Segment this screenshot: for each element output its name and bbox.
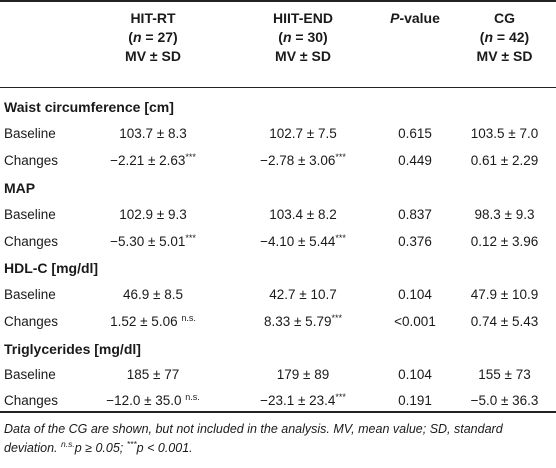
cell-hiit-end: 102.7 ± 7.5 xyxy=(269,126,337,141)
row-label: Baseline xyxy=(4,367,56,382)
cell-cg: 0.61 ± 2.29 xyxy=(470,153,539,168)
cell-cg: 0.74 ± 5.43 xyxy=(470,314,539,329)
header-p-value-name: P-value xyxy=(390,10,440,26)
cell-hit-rt: −12.0 ± 35.0 n.s. xyxy=(106,392,200,409)
cell-hit-rt: 103.7 ± 8.3 xyxy=(119,126,187,141)
cell-cg: 98.3 ± 9.3 xyxy=(474,207,535,222)
cell-cg: 0.12 ± 3.96 xyxy=(470,234,539,249)
header-hit-rt-stat: MV ± SD xyxy=(125,48,181,64)
footnote-line-2: deviation. n.s.p ≥ 0.05; ***p < 0.001. xyxy=(4,439,193,455)
cell-hit-rt: −2.21 ± 2.63*** xyxy=(110,152,196,169)
cell-p-value: 0.615 xyxy=(398,126,432,141)
cell-cg: 155 ± 73 xyxy=(478,367,531,382)
row-label: Changes xyxy=(4,393,59,408)
header-hit-rt-n: (n = 27) xyxy=(128,29,178,45)
header-hiit-end-stat: MV ± SD xyxy=(275,48,331,64)
header-hit-rt: HIT-RT (n = 27) MV ± SD xyxy=(88,9,218,66)
table-bottom-rule xyxy=(0,411,556,413)
cell-hit-rt: 1.52 ± 5.06 n.s. xyxy=(110,313,196,330)
row-label: Baseline xyxy=(4,126,56,141)
row-label: Changes xyxy=(4,153,59,168)
cell-p-value: 0.449 xyxy=(398,153,432,168)
header-cg-stat: MV ± SD xyxy=(476,48,533,64)
header-p-value: P-value xyxy=(380,9,450,28)
section-title-triglycerides: Triglycerides [mg/dl] xyxy=(4,341,141,357)
cell-cg: 103.5 ± 7.0 xyxy=(470,126,539,141)
row-label: Baseline xyxy=(4,207,56,222)
section-title-map: MAP xyxy=(4,180,36,196)
header-cg-name: CG xyxy=(494,10,515,26)
table-top-rule xyxy=(0,0,556,2)
cell-hiit-end: −23.1 ± 23.4*** xyxy=(260,392,346,409)
cell-hit-rt: 46.9 ± 8.5 xyxy=(123,287,183,302)
cell-cg: 47.9 ± 10.9 xyxy=(470,287,539,302)
cell-p-value: 0.104 xyxy=(398,367,432,382)
header-hiit-end-n: (n = 30) xyxy=(278,29,328,45)
cell-cg: −5.0 ± 36.3 xyxy=(470,393,539,408)
cell-p-value: <0.001 xyxy=(394,314,436,329)
cell-hiit-end: 179 ± 89 xyxy=(276,367,330,382)
cell-p-value: 0.376 xyxy=(398,234,432,249)
header-cg-n: (n = 42) xyxy=(479,29,530,45)
cell-hiit-end: 42.7 ± 10.7 xyxy=(269,287,337,302)
header-hit-rt-name: HIT-RT xyxy=(130,10,176,26)
row-label: Changes xyxy=(4,314,59,329)
cell-p-value: 0.191 xyxy=(398,393,432,408)
cell-hiit-end: −4.10 ± 5.44*** xyxy=(260,233,346,250)
section-title-hdl-c: HDL-C [mg/dl] xyxy=(4,260,99,276)
section-title-waist: Waist circumference [cm] xyxy=(4,99,174,115)
header-cg: CG (n = 42) MV ± SD xyxy=(453,9,556,66)
cell-hiit-end: 8.33 ± 5.79*** xyxy=(264,313,342,330)
cell-hit-rt: −5.30 ± 5.01*** xyxy=(110,233,196,250)
table-header-rule xyxy=(0,87,556,88)
cell-hiit-end: −2.78 ± 3.06*** xyxy=(260,152,346,169)
cell-hit-rt: 102.9 ± 9.3 xyxy=(119,207,187,222)
row-label: Changes xyxy=(4,234,59,249)
footnote-line-1: Data of the CG are shown, but not includ… xyxy=(4,422,503,436)
cell-hiit-end: 103.4 ± 8.2 xyxy=(269,207,337,222)
header-hiit-end-name: HIIT-END xyxy=(273,10,333,26)
cell-hit-rt: 185 ± 77 xyxy=(126,367,180,382)
header-hiit-end: HIIT-END (n = 30) MV ± SD xyxy=(233,9,373,66)
cell-p-value: 0.104 xyxy=(398,287,432,302)
cell-p-value: 0.837 xyxy=(398,207,432,222)
table-footnote: Data of the CG are shown, but not includ… xyxy=(4,420,552,458)
row-label: Baseline xyxy=(4,287,56,302)
